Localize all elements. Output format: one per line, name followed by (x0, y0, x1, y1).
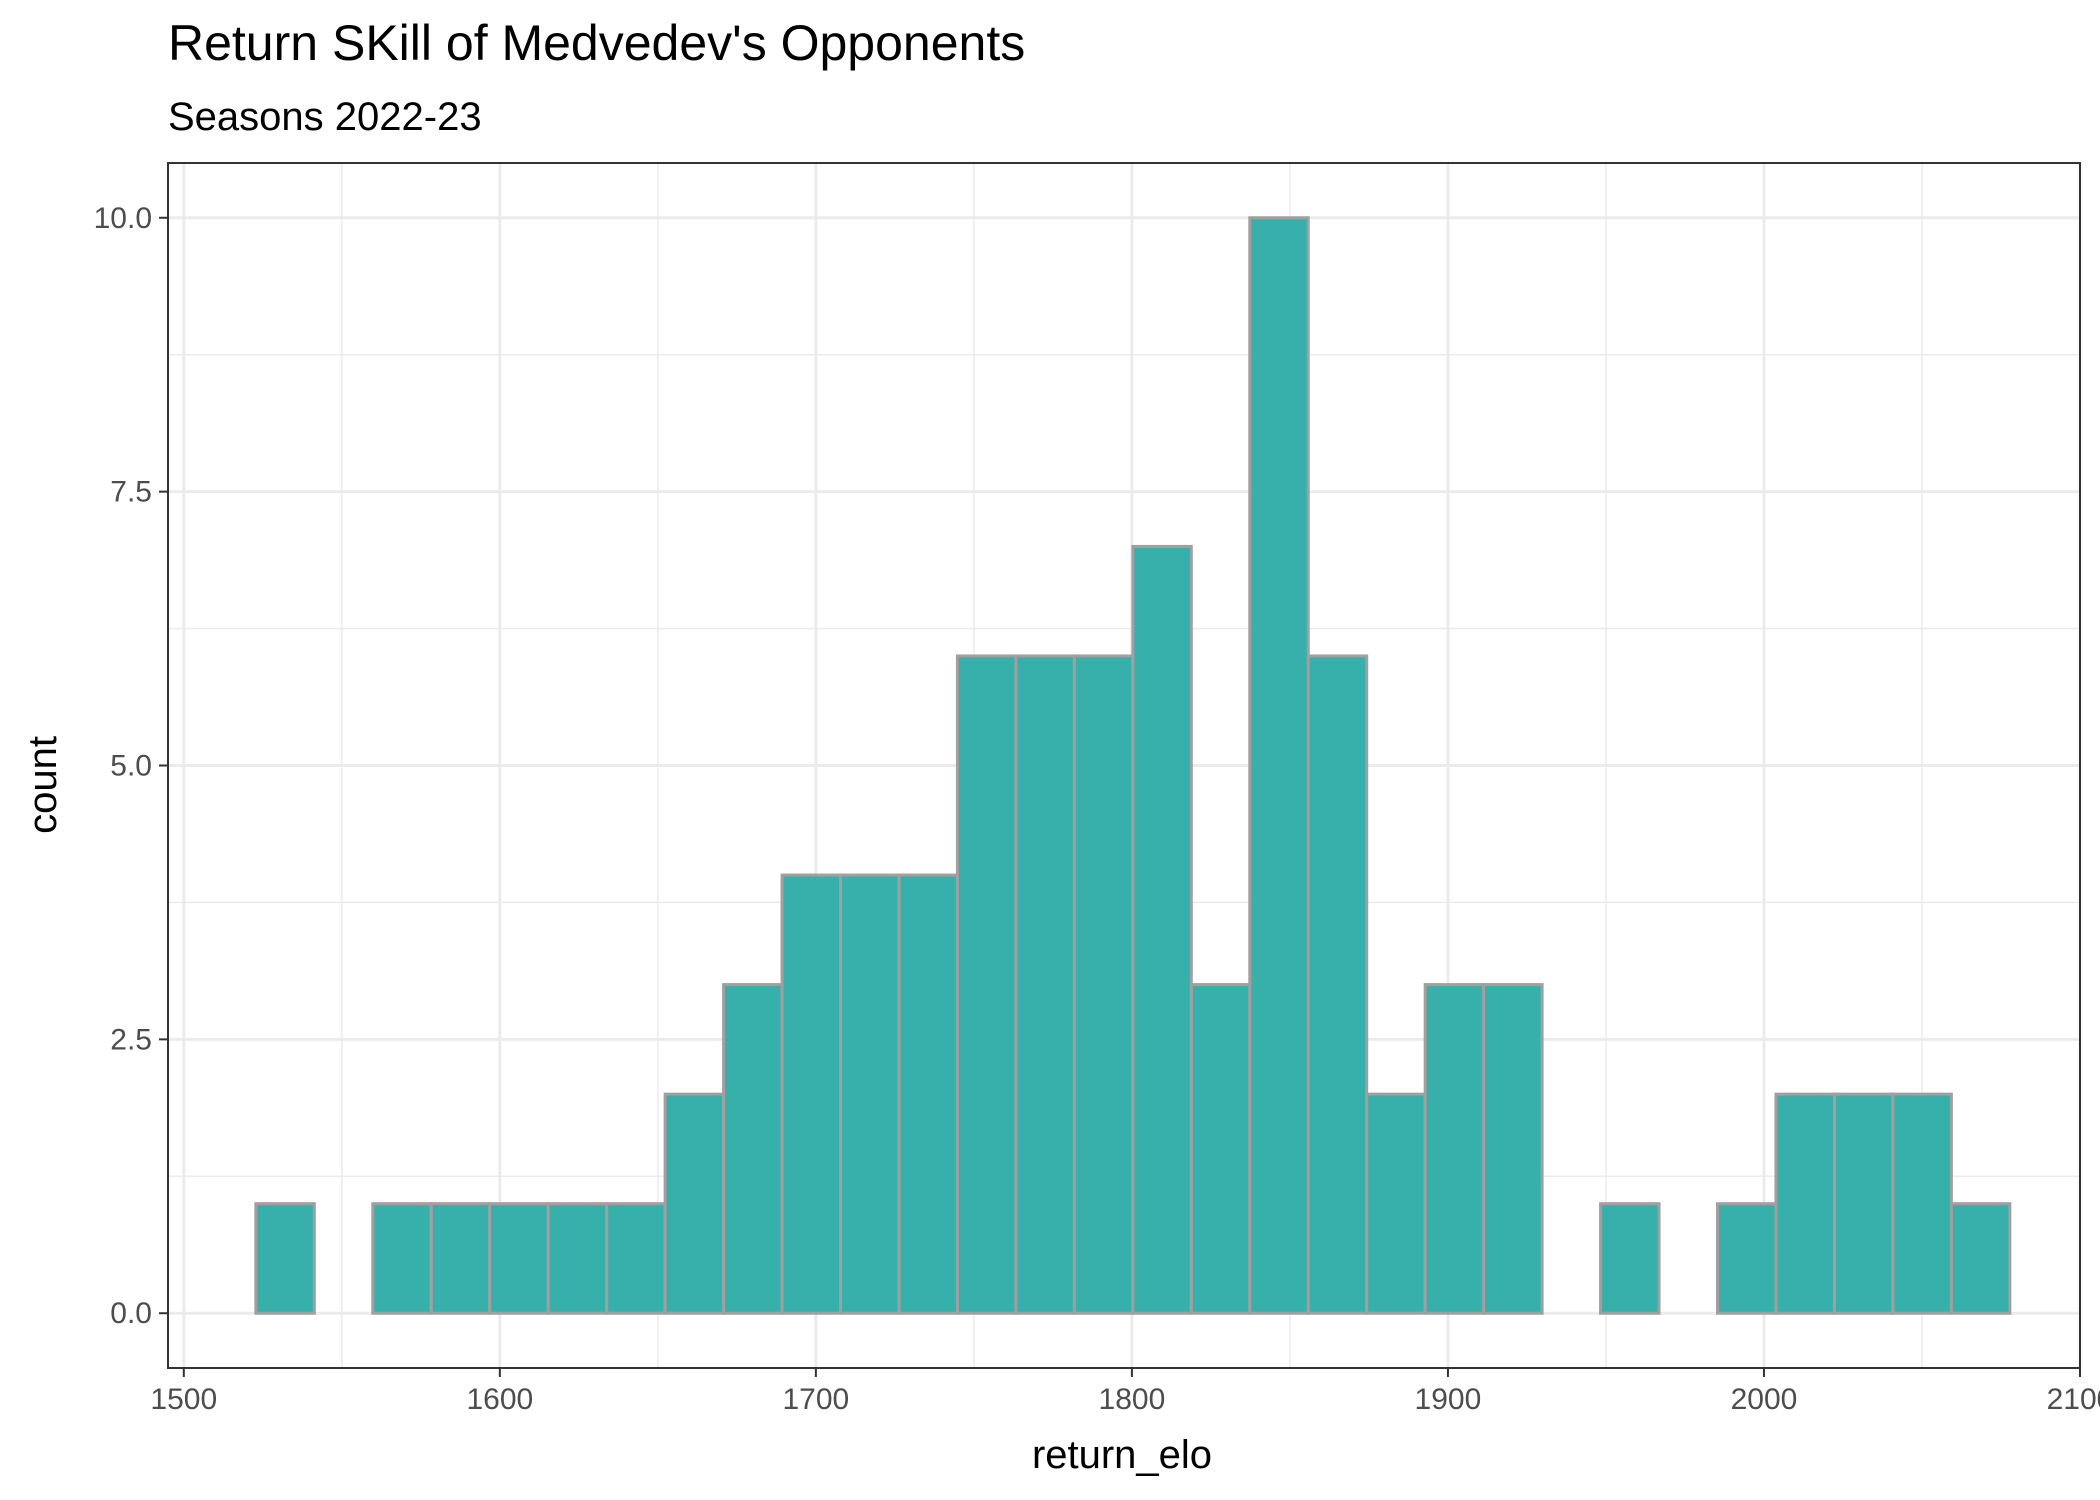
y-axis-ticks: 0.0 2.5 5.0 7.5 10.0 (94, 202, 168, 1330)
bars (254, 216, 2012, 1315)
x-tick-label: 2000 (1731, 1383, 1798, 1416)
histogram-bar (488, 1202, 550, 1315)
x-tick-label: 1700 (782, 1383, 849, 1416)
histogram-bar (1599, 1202, 1661, 1315)
y-tick-label: 5.0 (110, 750, 152, 783)
histogram-bar (605, 1202, 667, 1315)
histogram-bar (1891, 1092, 1953, 1315)
x-tick-label: 1500 (150, 1383, 217, 1416)
histogram-bar (722, 983, 784, 1315)
histogram-bar (897, 873, 959, 1315)
x-tick-label: 1900 (1415, 1383, 1482, 1416)
y-tick-label: 10.0 (94, 202, 152, 235)
histogram-bar (371, 1202, 433, 1315)
y-axis-label: count (21, 736, 65, 834)
histogram-bar (1423, 983, 1486, 1315)
x-tick-label: 1600 (466, 1383, 533, 1416)
histogram-bar (546, 1202, 609, 1315)
histogram-bar (1014, 654, 1076, 1315)
x-axis-label: return_elo (1032, 1433, 1212, 1477)
histogram-bar (1248, 216, 1310, 1315)
histogram-bar (1482, 983, 1544, 1315)
histogram-bar (1716, 1202, 1778, 1315)
histogram-bar (1832, 1092, 1895, 1315)
histogram-bar (254, 1202, 316, 1315)
histogram-bar (1306, 654, 1369, 1315)
y-tick-label: 0.0 (110, 1297, 152, 1330)
histogram-bar (1365, 1092, 1427, 1315)
histogram-bar (429, 1202, 492, 1315)
chart-title: Return SKill of Medvedev's Opponents (168, 15, 1025, 71)
chart-subtitle: Seasons 2022-23 (168, 95, 482, 139)
y-tick-label: 2.5 (110, 1023, 152, 1056)
histogram-bar (780, 873, 843, 1315)
histogram-bar (1072, 654, 1135, 1315)
histogram-bar (839, 873, 901, 1315)
histogram-bar (1774, 1092, 1836, 1315)
histogram-bar (1189, 983, 1252, 1315)
histogram-bar (663, 1092, 726, 1315)
histogram-bar (1949, 1202, 2012, 1315)
y-tick-label: 7.5 (110, 476, 152, 509)
histogram-bar (955, 654, 1018, 1315)
histogram-bar (1131, 544, 1193, 1315)
x-tick-label: 1800 (1099, 1383, 1166, 1416)
